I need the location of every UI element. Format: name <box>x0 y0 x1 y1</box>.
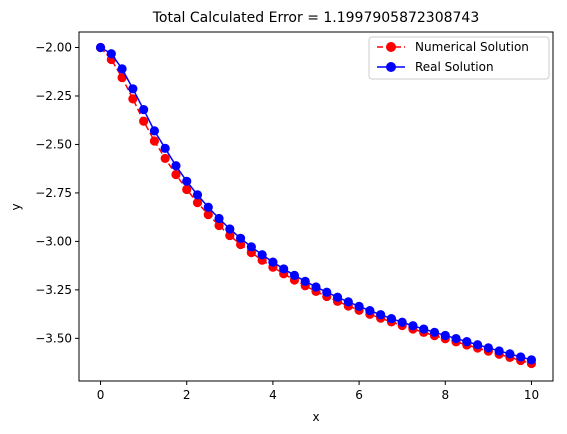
data-point <box>462 337 472 347</box>
y-tick-label: −2.75 <box>35 186 72 200</box>
y-axis-label: y <box>9 203 23 210</box>
data-point <box>171 161 181 171</box>
legend-label-numerical: Numerical Solution <box>415 40 529 54</box>
data-point <box>526 355 537 365</box>
data-point <box>408 321 418 331</box>
data-point <box>117 64 127 74</box>
data-point <box>171 169 181 180</box>
data-point <box>505 349 515 359</box>
legend-box <box>368 36 550 80</box>
data-point <box>139 104 149 115</box>
data-point <box>322 287 332 297</box>
data-point <box>332 292 343 302</box>
data-point <box>429 327 440 337</box>
data-point <box>106 49 116 59</box>
data-point <box>128 84 138 94</box>
data-point <box>365 306 375 316</box>
data-point <box>451 333 461 344</box>
y-tick-label: −3.25 <box>35 283 72 297</box>
legend-marker-real <box>386 62 396 72</box>
series-real <box>95 42 537 365</box>
data-point <box>182 184 192 195</box>
data-point <box>516 352 526 362</box>
data-point <box>117 72 127 83</box>
data-point <box>386 313 397 324</box>
data-point <box>95 42 106 53</box>
data-point <box>160 153 170 164</box>
data-point <box>139 116 149 126</box>
data-point <box>225 224 235 234</box>
x-tick-label: 8 <box>441 388 449 402</box>
legend-label-real: Real Solution <box>415 60 494 74</box>
data-point <box>440 330 450 341</box>
data-point <box>203 202 213 212</box>
data-point <box>289 270 300 280</box>
data-point <box>214 213 224 224</box>
ticks-layer: 0 2 4 6 8 10 −2.00 −2.25 −2.50 −2.75 −3.00 −3.25 −3.… <box>35 41 539 402</box>
data-point <box>214 220 224 231</box>
y-tick-label: −3.50 <box>35 331 72 345</box>
data-point <box>257 250 267 260</box>
data-point <box>128 94 138 104</box>
x-tick-label: 2 <box>183 388 191 402</box>
series-layer <box>95 42 537 369</box>
legend-marker-numerical <box>386 42 396 52</box>
x-tick-label: 10 <box>524 388 539 402</box>
data-point <box>397 317 407 327</box>
y-tick-label: −2.00 <box>35 41 72 55</box>
data-point <box>225 230 235 241</box>
data-point <box>203 210 213 220</box>
data-point <box>160 143 170 153</box>
data-point <box>343 297 353 307</box>
chart-title: Total Calculated Error = 1.1997905872308… <box>152 10 480 26</box>
data-point <box>494 346 504 356</box>
plot-frame <box>78 31 554 382</box>
data-point <box>192 190 203 200</box>
y-tick-label: −2.25 <box>35 89 72 103</box>
data-point <box>354 301 364 311</box>
x-tick-label: 0 <box>97 388 105 402</box>
data-point <box>300 276 310 286</box>
x-tick-label: 4 <box>269 388 277 402</box>
data-point <box>192 198 203 208</box>
y-tick-label: −3.00 <box>35 234 72 248</box>
data-point <box>246 242 256 252</box>
data-point <box>279 264 289 274</box>
data-point <box>483 343 493 353</box>
data-point <box>376 310 386 320</box>
data-point <box>182 176 192 186</box>
x-axis-label: x <box>312 410 319 424</box>
data-point <box>311 282 321 292</box>
data-point <box>268 257 278 267</box>
data-point <box>149 126 160 136</box>
y-tick-label: −2.50 <box>35 137 72 151</box>
data-point <box>419 324 429 334</box>
data-point <box>149 136 160 146</box>
x-tick-label: 6 <box>355 388 363 402</box>
data-point <box>235 233 246 243</box>
data-point <box>472 340 483 350</box>
legend: Numerical Solution Real Solution <box>368 36 550 80</box>
